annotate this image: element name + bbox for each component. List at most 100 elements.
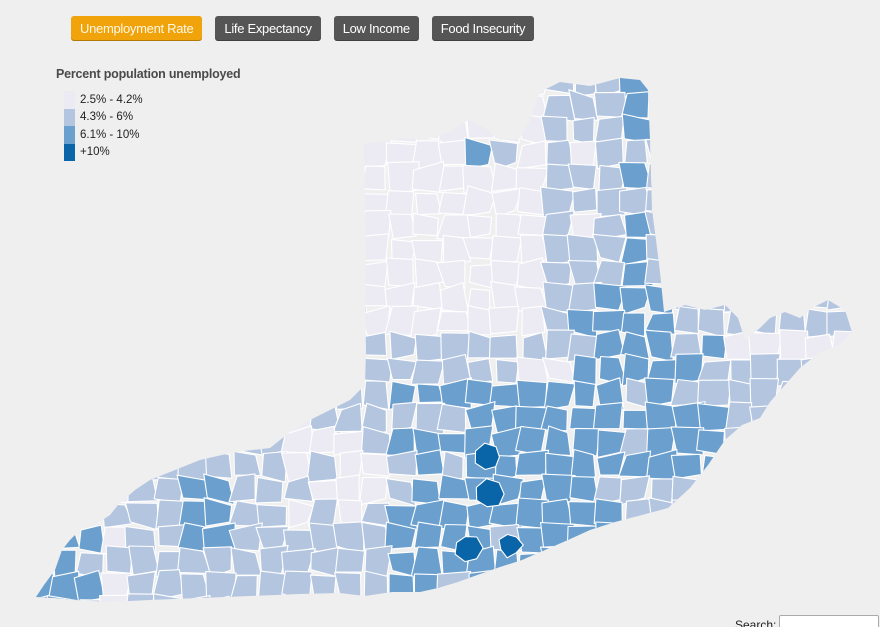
county-region[interactable] bbox=[124, 593, 155, 623]
county-region[interactable] bbox=[671, 570, 703, 603]
county-region[interactable] bbox=[101, 335, 134, 360]
county-region[interactable] bbox=[748, 525, 783, 547]
county-region[interactable] bbox=[22, 286, 56, 315]
county-region[interactable] bbox=[230, 547, 263, 576]
county-region[interactable] bbox=[358, 476, 389, 506]
county-region[interactable] bbox=[100, 166, 131, 195]
county-region[interactable] bbox=[283, 475, 314, 502]
county-region[interactable] bbox=[27, 451, 56, 479]
county-region[interactable] bbox=[234, 332, 260, 360]
county-region[interactable] bbox=[177, 284, 212, 313]
county-region[interactable] bbox=[545, 163, 574, 192]
county-region[interactable] bbox=[332, 236, 363, 267]
county-region[interactable] bbox=[384, 115, 418, 143]
county-region[interactable] bbox=[804, 333, 836, 360]
county-region[interactable] bbox=[309, 259, 342, 288]
county-region[interactable] bbox=[620, 312, 646, 337]
county-region[interactable] bbox=[22, 498, 54, 527]
county-region[interactable] bbox=[334, 285, 367, 314]
county-region[interactable] bbox=[23, 355, 55, 381]
county-region[interactable] bbox=[830, 330, 859, 362]
county-region[interactable] bbox=[671, 91, 702, 122]
county-region[interactable] bbox=[702, 140, 730, 166]
county-region[interactable] bbox=[858, 163, 880, 192]
county-region[interactable] bbox=[288, 498, 315, 529]
county-region[interactable] bbox=[570, 448, 597, 482]
county-region[interactable] bbox=[98, 214, 133, 239]
county-region[interactable] bbox=[46, 337, 82, 361]
county-region[interactable] bbox=[411, 89, 444, 120]
county-region[interactable] bbox=[752, 185, 781, 216]
county-region[interactable] bbox=[258, 188, 287, 218]
county-region[interactable] bbox=[774, 545, 809, 575]
county-region[interactable] bbox=[206, 161, 238, 189]
county-region[interactable] bbox=[442, 598, 471, 625]
county-region[interactable] bbox=[728, 114, 758, 146]
county-region[interactable] bbox=[647, 90, 673, 119]
county-region[interactable] bbox=[280, 384, 312, 406]
county-region[interactable] bbox=[280, 233, 311, 265]
county-region[interactable] bbox=[752, 140, 783, 165]
county-region[interactable] bbox=[595, 377, 625, 411]
county-region[interactable] bbox=[696, 189, 731, 212]
county-region[interactable] bbox=[411, 116, 444, 140]
county-region[interactable] bbox=[127, 257, 158, 287]
county-region[interactable] bbox=[833, 90, 854, 122]
county-region[interactable] bbox=[24, 185, 54, 219]
county-region[interactable] bbox=[854, 116, 880, 146]
county-region[interactable] bbox=[74, 427, 107, 456]
county-region[interactable] bbox=[676, 67, 705, 98]
county-region[interactable] bbox=[202, 329, 236, 363]
county-region[interactable] bbox=[517, 593, 550, 621]
county-region[interactable] bbox=[776, 358, 805, 387]
county-region[interactable] bbox=[335, 70, 364, 98]
county-region[interactable] bbox=[99, 233, 127, 264]
county-region[interactable] bbox=[696, 502, 732, 529]
county-region[interactable] bbox=[128, 378, 158, 409]
county-region[interactable] bbox=[440, 70, 471, 95]
county-region[interactable] bbox=[620, 91, 650, 119]
county-region[interactable] bbox=[151, 405, 183, 435]
county-region[interactable] bbox=[857, 477, 880, 505]
county-region[interactable] bbox=[698, 479, 729, 503]
county-region[interactable] bbox=[749, 118, 782, 147]
county-region[interactable] bbox=[572, 427, 601, 457]
county-region[interactable] bbox=[726, 455, 757, 481]
county-region[interactable] bbox=[853, 96, 880, 122]
county-region[interactable] bbox=[203, 426, 236, 459]
county-region[interactable] bbox=[670, 453, 702, 480]
county-region[interactable] bbox=[387, 594, 420, 624]
county-region[interactable] bbox=[624, 575, 654, 603]
county-region[interactable] bbox=[464, 136, 493, 170]
county-region[interactable] bbox=[857, 547, 880, 572]
county-region[interactable] bbox=[306, 234, 340, 264]
county-region[interactable] bbox=[282, 261, 315, 287]
county-region-high[interactable] bbox=[474, 442, 500, 471]
county-region[interactable] bbox=[723, 285, 757, 313]
county-region[interactable] bbox=[335, 599, 364, 626]
county-region[interactable] bbox=[46, 595, 82, 626]
county-region[interactable] bbox=[491, 95, 522, 121]
county-region[interactable] bbox=[565, 594, 602, 626]
county-region[interactable] bbox=[281, 333, 314, 361]
county-region[interactable] bbox=[670, 260, 706, 290]
county-region[interactable] bbox=[255, 306, 288, 338]
county-region[interactable] bbox=[49, 380, 76, 405]
county-region[interactable] bbox=[257, 67, 290, 99]
county-region[interactable] bbox=[779, 265, 805, 288]
county-region[interactable] bbox=[385, 427, 415, 456]
county-region[interactable] bbox=[858, 408, 880, 428]
county-region[interactable] bbox=[778, 234, 807, 264]
county-region[interactable] bbox=[49, 259, 82, 292]
county-region[interactable] bbox=[728, 165, 755, 190]
county-region[interactable] bbox=[71, 282, 106, 310]
county-region[interactable] bbox=[570, 569, 599, 601]
county-region[interactable] bbox=[358, 69, 393, 96]
county-region[interactable] bbox=[233, 380, 260, 411]
county-region[interactable] bbox=[518, 552, 543, 574]
county-region[interactable] bbox=[800, 354, 836, 387]
county-region[interactable] bbox=[748, 430, 781, 455]
county-region[interactable] bbox=[360, 453, 391, 477]
county-region[interactable] bbox=[827, 138, 859, 168]
county-region[interactable] bbox=[22, 235, 51, 267]
